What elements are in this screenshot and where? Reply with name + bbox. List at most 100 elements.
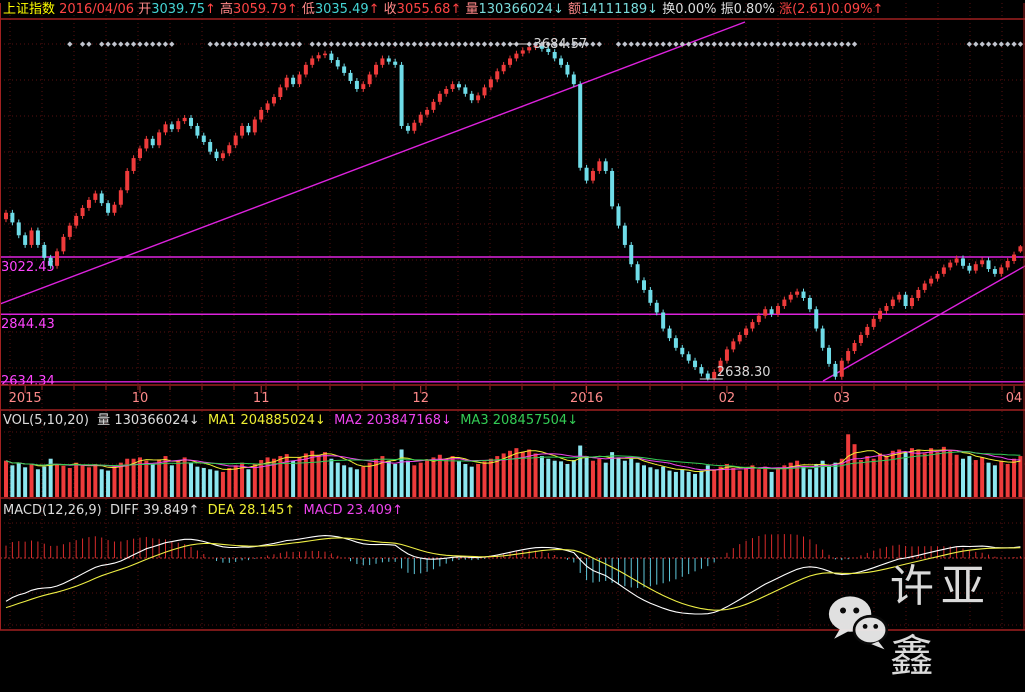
svg-text:◆: ◆ [641,40,647,48]
svg-text:◆: ◆ [814,40,820,48]
candle [157,129,162,149]
svg-text:◆: ◆ [539,40,545,48]
svg-text:2634.34: 2634.34 [1,374,55,389]
svg-text:◆: ◆ [278,40,284,48]
svg-text:◆: ◆ [673,40,679,48]
svg-text:◆: ◆ [552,40,558,48]
signal-marks-row: ◆ ◆ ◆ ◆ ◆ ◆ ◆ ◆ ◆ ◆ ◆ ◆ ◆ ◆ ◆ ◆ ◆ ◆ ◆ ◆ ◆ ◆ ◆ ◆ ◆ ◆ ◆ ◆ ◆ ◆ ◆ ◆ ◆ ◆ ◆ ◆ ◆ ◆ ◆ ◆… [67,40,1024,48]
svg-text:◆: ◆ [820,40,826,48]
candle [482,84,487,99]
text-segment: 130366024 [114,413,189,428]
candle [189,115,194,129]
candle [176,118,181,133]
svg-text:◆: ◆ [112,40,118,48]
svg-text:◆: ◆ [571,40,577,48]
svg-text:◆: ◆ [546,40,552,48]
svg-text:◆: ◆ [348,40,354,48]
svg-text:◆: ◆ [86,40,92,48]
svg-text:◆: ◆ [979,40,985,48]
svg-text:◆: ◆ [67,40,73,48]
svg-text:◆: ◆ [354,40,360,48]
candle [233,132,238,149]
svg-text:◆: ◆ [259,40,265,48]
candle [220,150,225,162]
candle [884,303,889,314]
text-segment: ↑ [392,503,404,518]
price-annotations: 3684.57 2638.30 [509,37,771,380]
candle [246,123,251,136]
candle [437,90,442,105]
text-segment: ↓ [188,413,208,428]
candle [724,346,729,364]
candle [137,145,142,162]
candle [201,132,206,145]
text-segment: 14111189 [580,2,648,17]
svg-text:◆: ◆ [163,40,169,48]
candle [878,307,883,322]
candle [463,84,468,97]
text-segment: 换 [662,2,676,17]
candle [150,135,155,149]
svg-text:◆: ◆ [654,40,660,48]
candle [858,332,863,346]
svg-text:◆: ◆ [310,40,316,48]
candle [654,299,659,316]
candle [335,57,340,70]
candle [903,291,908,309]
svg-text:◆: ◆ [622,40,628,48]
candle [112,201,117,216]
text-segment: ↑ [872,2,884,17]
candle [514,50,519,62]
svg-text:◆: ◆ [386,40,392,48]
svg-text:◆: ◆ [456,40,462,48]
svg-text:◆: ◆ [558,40,564,48]
candle [329,50,334,63]
svg-text:◆: ◆ [839,40,845,48]
candle [584,164,589,184]
candle [769,306,774,317]
candle [55,248,60,269]
svg-text:◆: ◆ [807,40,813,48]
candle [827,344,832,367]
svg-text:◆: ◆ [412,40,418,48]
text-segment: ↓ [647,2,663,17]
text-segment: 量 [465,2,479,17]
candle [603,158,608,174]
candle [865,324,870,338]
text-segment: 上证指数 [3,2,56,17]
candle [565,61,570,78]
svg-text:◆: ◆ [156,40,162,48]
candle [788,291,793,303]
text-segment: 28.145 [238,503,285,518]
svg-text:2015: 2015 [9,391,42,406]
candle [444,86,449,97]
svg-text:◆: ◆ [495,40,501,48]
svg-text:◆: ◆ [999,40,1005,48]
svg-text:◆: ◆ [367,40,373,48]
candle [814,306,819,332]
candle [259,106,264,123]
candle [61,233,66,255]
svg-text:◆: ◆ [686,40,692,48]
text-segment: ↓ [314,413,335,428]
candle [488,76,493,91]
svg-text:◆: ◆ [137,40,143,48]
svg-text:◆: ◆ [220,40,226,48]
macd-pane [5,534,1021,615]
candle [929,275,934,287]
candle [846,348,851,364]
candle [820,325,825,351]
candle [909,295,914,309]
svg-text:◆: ◆ [731,40,737,48]
svg-text:◆: ◆ [475,40,481,48]
candle [316,52,321,62]
svg-text:2844.43: 2844.43 [1,317,55,332]
svg-text:◆: ◆ [833,40,839,48]
candle [386,55,391,65]
svg-text:◆: ◆ [284,40,290,48]
candle [718,357,723,375]
text-segment: ↓ [441,413,461,428]
candle [42,242,47,261]
candle [616,203,621,229]
